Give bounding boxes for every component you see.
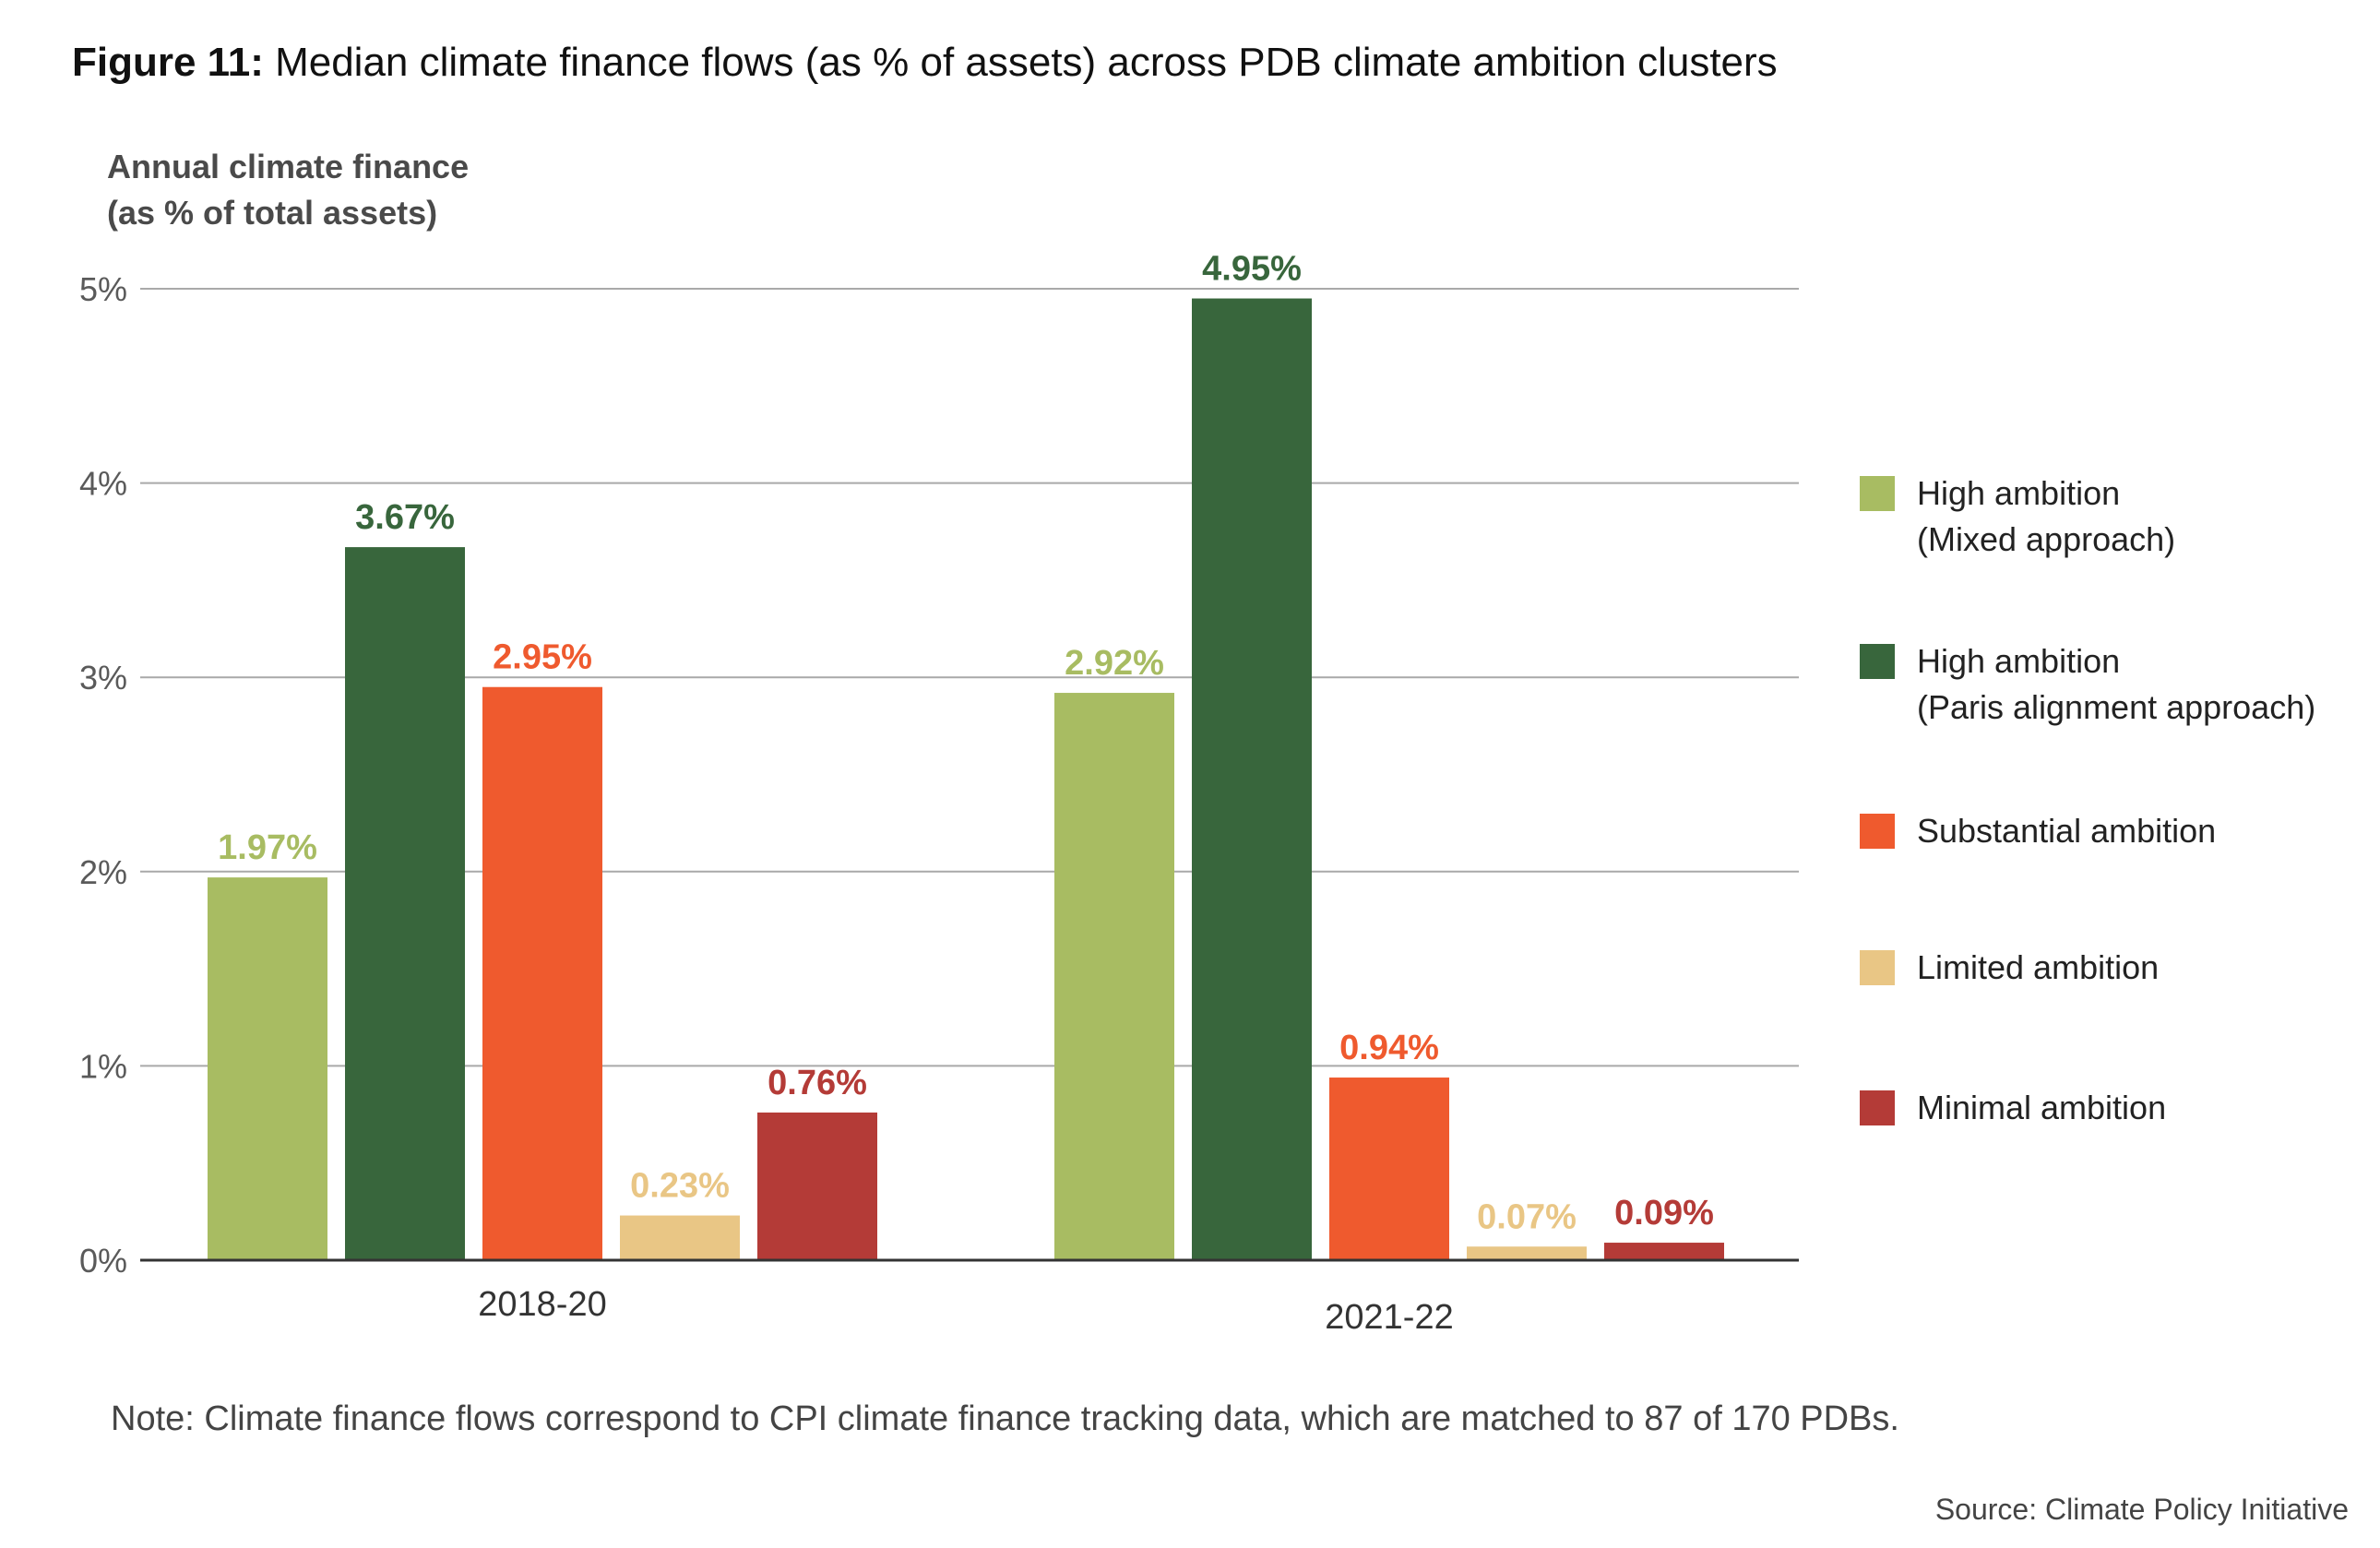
legend-label-mixed-line1: High ambition [1917, 474, 2121, 512]
bar-value-label: 2.92% [1065, 644, 1164, 683]
bar-value-label: 0.07% [1477, 1197, 1577, 1236]
y-axis-label-line1: Annual climate finance [107, 148, 470, 185]
bar-value-label: 0.76% [768, 1064, 867, 1102]
legend-label-mixed: High ambition (Mixed approach) [1917, 470, 2175, 563]
x-category-label: 2018-20 [478, 1285, 606, 1324]
figure-title: Figure 11: Median climate finance flows … [72, 35, 1778, 90]
y-tick-label: 0% [79, 1242, 127, 1280]
bar [757, 1112, 877, 1260]
figure-title-text: Median climate finance flows (as % of as… [263, 40, 1778, 85]
note: Note: Climate finance flows correspond t… [111, 1399, 1899, 1438]
legend-swatch-paris [1860, 644, 1895, 679]
y-axis-label-line2: (as % of total assets) [107, 194, 438, 232]
bar-value-label: 2.95% [493, 638, 592, 677]
y-tick-label: 1% [79, 1047, 127, 1085]
bar [1054, 693, 1174, 1260]
bar [1604, 1243, 1724, 1260]
legend-label-mixed-line2: (Mixed approach) [1917, 520, 2176, 558]
bar-value-label: 0.94% [1339, 1029, 1439, 1067]
legend-swatch-minimal [1860, 1090, 1895, 1125]
bar [208, 877, 327, 1260]
legend-label-paris-line1: High ambition [1917, 642, 2121, 680]
bar [482, 686, 602, 1260]
y-axis-label: Annual climate finance (as % of total as… [107, 144, 469, 236]
bar [1467, 1246, 1587, 1260]
bar-value-label: 0.23% [630, 1167, 730, 1206]
y-tick-label: 2% [79, 853, 127, 891]
bar [620, 1215, 740, 1260]
bar-value-label: 4.95% [1202, 250, 1302, 289]
legend-label-minimal: Minimal ambition [1917, 1089, 2167, 1126]
y-tick-label: 5% [79, 270, 127, 308]
bar [345, 547, 465, 1260]
x-category-label: 2021-22 [1325, 1298, 1453, 1337]
legend-swatch-substantial [1860, 814, 1895, 849]
figure-title-prefix: Figure 11: [72, 40, 264, 85]
source: Source: Climate Policy Initiative [1934, 1493, 2349, 1526]
legend-label-paris-line2: (Paris alignment approach) [1917, 688, 2316, 726]
y-tick-label: 4% [79, 465, 127, 503]
y-tick-label: 3% [79, 659, 127, 697]
legend-label-limited: Limited ambition [1917, 948, 2160, 986]
bar [1329, 1078, 1449, 1260]
bar-value-label: 0.09% [1614, 1194, 1714, 1232]
legend-label-paris: High ambition (Paris alignment approach) [1917, 638, 2315, 731]
bar-value-label: 3.67% [355, 498, 455, 537]
legend-swatch-limited [1860, 950, 1895, 985]
bar-value-label: 1.97% [218, 828, 317, 867]
legend-swatch-mixed [1860, 476, 1895, 511]
bar [1192, 298, 1312, 1260]
legend-label-substantial: Substantial ambition [1917, 812, 2217, 850]
